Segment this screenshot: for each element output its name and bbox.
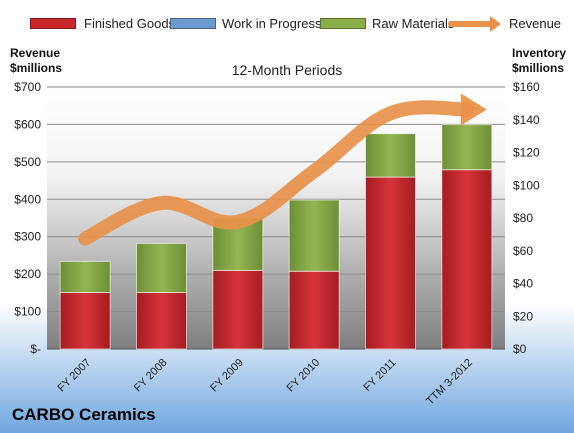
legend-label-raw-materials: Raw Materials bbox=[372, 16, 455, 31]
bar-raw-materials bbox=[365, 133, 416, 178]
right-tick-label: $100 bbox=[513, 178, 540, 192]
legend-line-revenue bbox=[448, 21, 494, 27]
right-tick-label: $80 bbox=[513, 211, 533, 225]
left-tick-label: $- bbox=[30, 342, 41, 356]
legend-swatch-finished-goods bbox=[30, 18, 76, 29]
right-tick-label: $40 bbox=[513, 277, 533, 291]
bar-finished-goods bbox=[365, 176, 416, 350]
right-tick-label: $60 bbox=[513, 244, 533, 258]
bar-raw-materials bbox=[136, 242, 187, 294]
revenue-line bbox=[78, 100, 474, 246]
left-tick-label: $600 bbox=[14, 117, 41, 131]
left-tick-label: $300 bbox=[14, 230, 41, 244]
bar-raw-materials bbox=[59, 260, 111, 294]
bar-raw-materials bbox=[288, 199, 340, 272]
legend: Finished Goods Work in Progress Raw Mate… bbox=[0, 10, 574, 34]
left-tick-label: $200 bbox=[14, 267, 41, 281]
left-tick-label: $500 bbox=[14, 155, 41, 169]
left-tick-label: $100 bbox=[14, 305, 41, 319]
right-tick-label: $120 bbox=[513, 146, 540, 160]
legend-swatch-work-in-progress bbox=[170, 18, 216, 29]
chart-subtitle: 12-Month Periods bbox=[231, 62, 343, 78]
left-axis-title-line2: $millions bbox=[10, 61, 63, 75]
bar-finished-goods bbox=[288, 270, 340, 350]
right-axis-title-line2: $millions bbox=[512, 61, 565, 75]
bar-raw-materials bbox=[441, 124, 493, 171]
right-axis-title: Inventory $millions bbox=[512, 46, 566, 76]
legend-arrow-revenue bbox=[490, 16, 501, 32]
bar-finished-goods bbox=[441, 169, 493, 350]
revenue-arrowhead bbox=[460, 93, 487, 126]
legend-label-work-in-progress: Work in Progress bbox=[222, 16, 322, 31]
left-axis-title: Revenue $millions bbox=[10, 46, 62, 76]
right-tick-label: $20 bbox=[513, 309, 533, 323]
company-name: CARBO Ceramics bbox=[12, 405, 156, 424]
right-tick-label: $160 bbox=[513, 80, 540, 94]
legend-label-revenue: Revenue bbox=[509, 16, 562, 31]
right-tick-label: $0 bbox=[513, 342, 527, 356]
left-axis-title-line1: Revenue bbox=[10, 46, 61, 60]
legend-label-finished-goods: Finished Goods bbox=[84, 16, 176, 31]
bar-finished-goods bbox=[59, 292, 111, 350]
legend-swatch-raw-materials bbox=[320, 18, 366, 29]
bar-finished-goods bbox=[212, 269, 264, 350]
right-tick-label: $140 bbox=[513, 113, 540, 127]
bar-finished-goods bbox=[136, 292, 187, 350]
left-tick-label: $400 bbox=[14, 192, 41, 206]
left-tick-label: $700 bbox=[14, 80, 41, 94]
right-axis-title-line1: Inventory bbox=[512, 46, 567, 60]
